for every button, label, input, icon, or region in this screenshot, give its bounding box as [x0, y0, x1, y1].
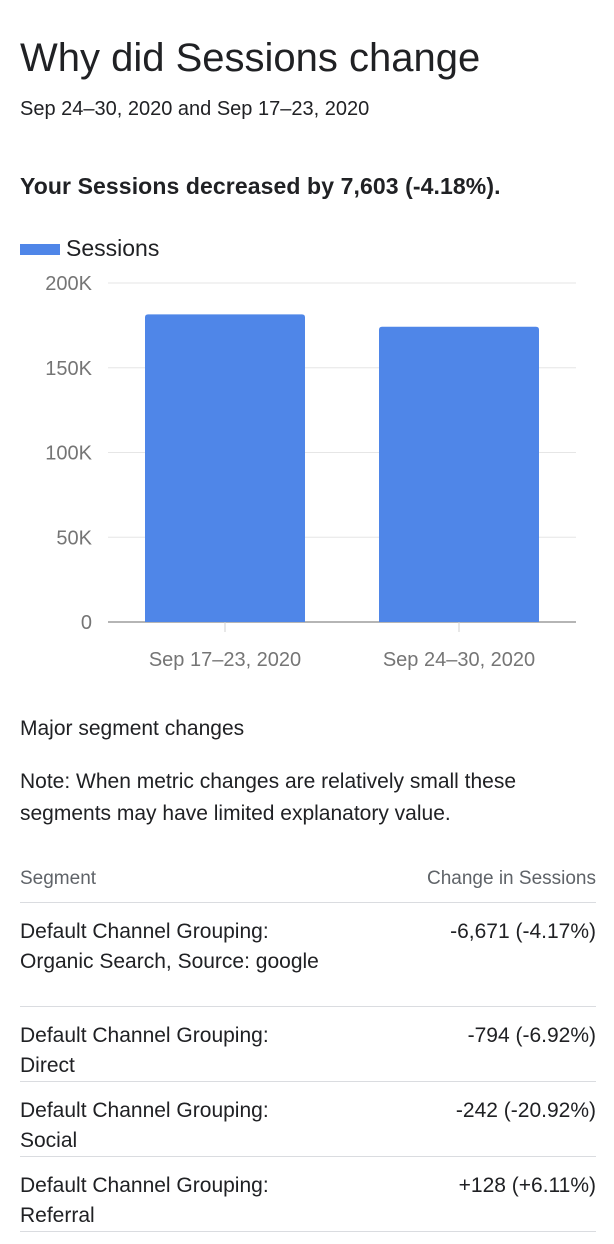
- table-row: Default Channel Grouping: Direct -794 (-…: [20, 1006, 596, 1082]
- segment-change: -6,671 (-4.17%): [320, 902, 596, 1007]
- segment-name: Default Channel Grouping: Organic Search…: [20, 902, 320, 1007]
- segment-changes-heading: Major segment changes: [20, 717, 245, 740]
- segment-name: Default Channel Grouping: Direct: [20, 1006, 320, 1082]
- y-tick-label: 200K: [45, 273, 92, 295]
- y-tick-label: 100K: [45, 443, 92, 465]
- table-header-row: Segment Change in Sessions: [20, 866, 596, 903]
- segment-change: -794 (-6.92%): [320, 1006, 596, 1082]
- legend-swatch: [20, 244, 60, 255]
- change-summary: Your Sessions decreased by 7,603 (-4.18%…: [20, 173, 501, 199]
- bar: [379, 326, 539, 622]
- segment-note: Note: When metric changes are relatively…: [20, 770, 517, 825]
- segment-table: Segment Change in Sessions Default Chann…: [20, 866, 596, 1232]
- segment-change: +128 (+6.11%): [320, 1156, 596, 1232]
- x-tick-label: Sep 17–23, 2020: [149, 649, 301, 671]
- y-tick-label: 50K: [56, 527, 92, 549]
- date-range: Sep 24–30, 2020 and Sep 17–23, 2020: [20, 98, 370, 120]
- y-tick-label: 0: [81, 612, 92, 634]
- segment-column-header: Segment: [20, 866, 320, 903]
- segment-name: Default Channel Grouping: Referral: [20, 1156, 320, 1232]
- table-row: Default Channel Grouping: Referral +128 …: [20, 1156, 596, 1232]
- change-column-header: Change in Sessions: [320, 866, 596, 903]
- x-tick-label: Sep 24–30, 2020: [383, 649, 535, 671]
- page-title: Why did Sessions change: [20, 36, 481, 80]
- sessions-bar-chart: Sessions 0 50K 100K 150K 200K Sep 17–23, 2020 S…: [20, 235, 576, 671]
- legend-label: Sessions: [66, 235, 159, 261]
- bar: [145, 314, 305, 622]
- segment-name: Default Channel Grouping: Social: [20, 1081, 320, 1157]
- table-row: Default Channel Grouping: Social -242 (-…: [20, 1081, 596, 1157]
- segment-change: -242 (-20.92%): [320, 1081, 596, 1157]
- table-row: Default Channel Grouping: Organic Search…: [20, 902, 596, 1007]
- y-tick-label: 150K: [45, 358, 92, 380]
